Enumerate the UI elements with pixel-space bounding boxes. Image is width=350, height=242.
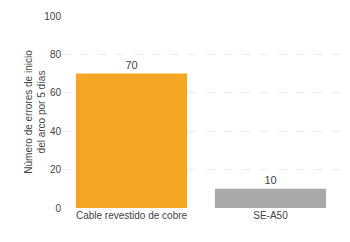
svg-text:70: 70	[125, 59, 137, 71]
svg-text:Cable revestido de cobre: Cable revestido de cobre	[76, 210, 188, 221]
svg-text:0: 0	[55, 203, 61, 214]
svg-text:60: 60	[50, 87, 62, 98]
svg-text:SE-A50: SE-A50	[253, 210, 288, 221]
svg-text:10: 10	[264, 174, 276, 186]
svg-text:20: 20	[50, 164, 62, 175]
svg-text:100: 100	[44, 11, 61, 22]
svg-text:40: 40	[50, 126, 62, 137]
svg-text:80: 80	[50, 49, 62, 60]
svg-text:Número de errores de iniciodel: Número de errores de iniciodel arco por …	[23, 50, 47, 174]
